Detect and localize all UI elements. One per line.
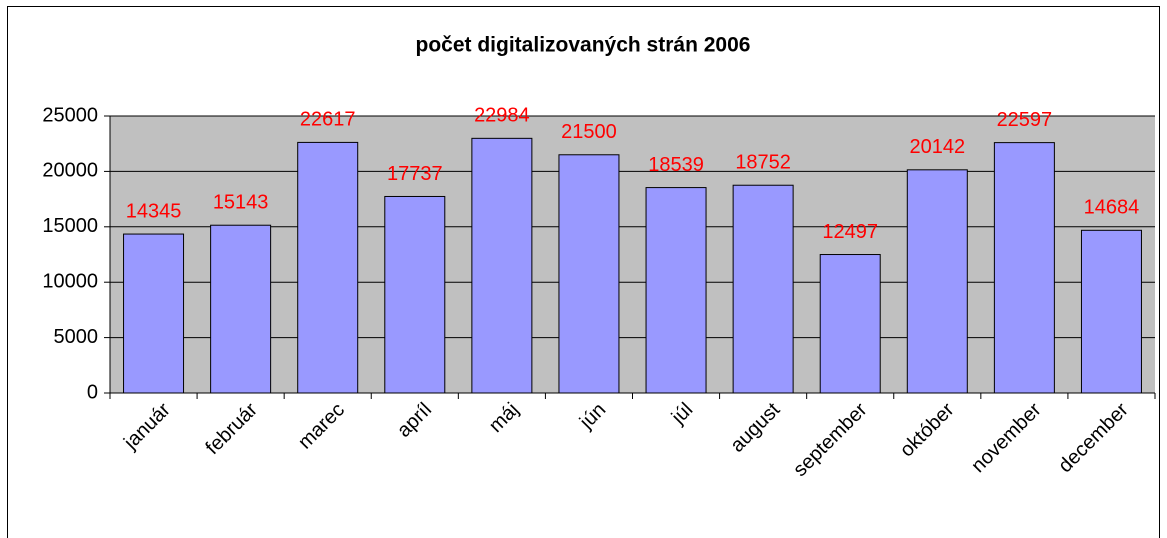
data-label: 21500 [561,121,617,143]
bar [906,169,968,394]
data-label: 22597 [997,109,1053,131]
bar [993,142,1055,394]
data-label: 22617 [300,109,356,131]
y-tick-label: 15000 [42,215,98,237]
bar [732,184,794,394]
y-tick-label: 20000 [42,160,98,182]
y-tick-label: 10000 [42,270,98,292]
bar [645,187,707,394]
y-tick-label: 5000 [54,326,99,348]
y-tick-label: 25000 [42,104,98,126]
plot-area [110,116,1155,393]
data-label: 20142 [909,136,965,158]
bar [123,233,185,394]
data-label: 15143 [213,191,269,213]
chart-title: počet digitalizovaných strán 2006 [416,34,751,57]
bar [819,254,881,394]
data-label: 18752 [735,152,791,174]
data-label: 14345 [126,200,182,222]
bar [210,224,272,394]
y-tick-label: 0 [87,381,98,403]
data-label: 17737 [387,163,443,185]
data-label: 22984 [474,105,530,127]
bar [297,141,359,394]
data-label: 18539 [648,154,704,176]
data-label: 14684 [1084,197,1140,219]
bar [384,195,446,394]
bar [1080,229,1142,394]
data-label: 12497 [822,221,878,243]
bar [471,137,533,394]
bar [558,154,620,394]
